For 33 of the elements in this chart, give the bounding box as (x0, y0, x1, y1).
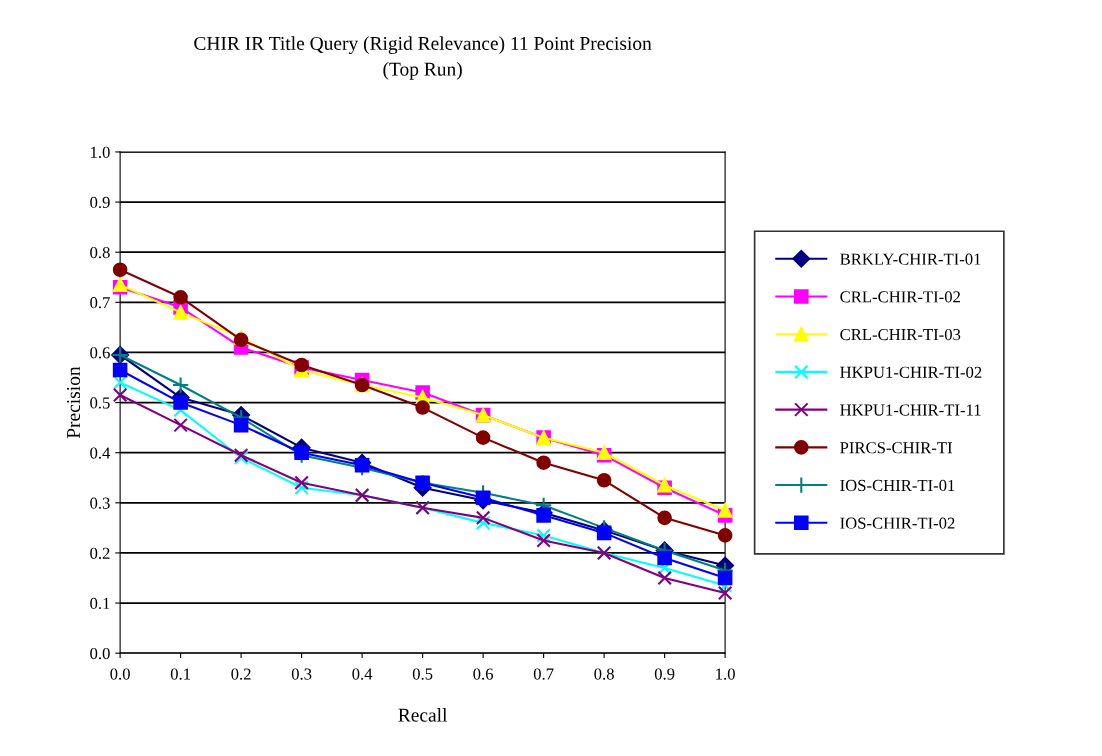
y-tick-label: 0.2 (90, 547, 110, 559)
y-tick-label: 0.0 (90, 647, 110, 660)
y-tick-label: 0.5 (90, 397, 110, 409)
y-tick-label: 0.6 (90, 347, 110, 359)
legend-label: BRKLY-CHIR-TI-01 (840, 253, 981, 265)
x-tick-label: 0.1 (170, 668, 191, 680)
chart-title: CHIR IR Title Query (Rigid Relevance) 11 Point Precision (Top Run) (194, 36, 652, 80)
x-tick-label: 0.2 (231, 668, 251, 680)
y-tick-label: 0.3 (90, 497, 110, 509)
y-axis-title: Precision (66, 366, 81, 439)
y-tick-label: 0.7 (90, 297, 110, 309)
legend-label: HKPU1-CHIR-TI-11 (840, 404, 981, 416)
legend-label: CRL-CHIR-TI-03 (840, 328, 961, 341)
x-tick-label: 1.0 (716, 668, 735, 680)
x-tick-label: 0.9 (654, 668, 675, 680)
x-tick-label: 0.5 (412, 668, 433, 680)
legend-label: IOS-CHIR-TI-02 (840, 517, 955, 529)
x-tick-label: 0.7 (533, 668, 554, 680)
x-tick-label: 0.4 (352, 668, 373, 680)
x-tick-label: 0.3 (291, 668, 312, 680)
x-tick-label: 0.0 (110, 668, 130, 680)
y-tick-label: 0.8 (90, 246, 110, 259)
legend-label: PIRCS-CHIR-TI (840, 442, 953, 454)
legend-label: HKPU1-CHIR-TI-02 (840, 366, 982, 378)
y-tick-label: 0.4 (90, 447, 111, 459)
y-tick-label: 1.0 (91, 146, 110, 158)
x-axis-title: Recall (398, 708, 448, 722)
y-tick-label: 0.1 (90, 597, 110, 610)
legend-label: CRL-CHIR-TI-02 (840, 291, 960, 303)
x-tick-label: 0.6 (473, 668, 494, 680)
y-tick-label: 0.9 (90, 196, 110, 209)
x-tick-label: 0.8 (594, 668, 614, 680)
legend-label: IOS-CHIR-TI-01 (840, 479, 955, 492)
